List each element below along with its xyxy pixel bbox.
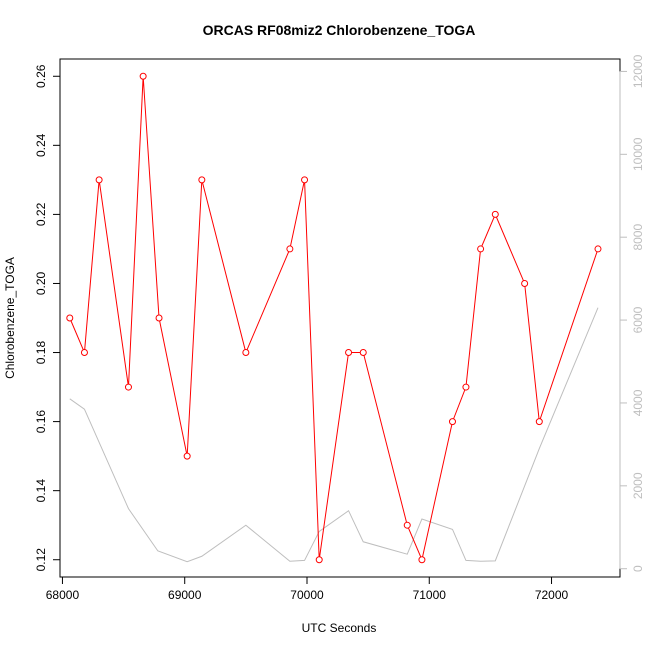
y2-tick-label: 8000 [631,224,645,251]
data-point [242,349,250,357]
data-point [345,349,353,357]
data-point [286,245,294,253]
y-tick-label: 0.24 [34,133,48,157]
y2-tick-label: 2000 [631,472,645,499]
y-axis-left: 0.12 0.14 0.16 0.18 0.20 0.22 0.24 0.26 [34,64,61,572]
y-tick-label: 0.22 [34,202,48,226]
x-tick-label: 72000 [535,588,569,602]
data-point [139,72,147,80]
data-point [315,556,323,564]
y-axis-label: Chlorobenzene_TOGA [3,257,17,379]
data-point [198,176,206,184]
x-axis-label: UTC Seconds [302,621,377,635]
y-tick-label: 0.12 [34,548,48,572]
x-tick-label: 71000 [413,588,447,602]
y2-tick-label: 12000 [631,54,645,88]
y-tick-label: 0.14 [34,479,48,503]
y-tick-label: 0.16 [34,410,48,434]
x-tick-label: 70000 [290,588,324,602]
y2-tick-label: 6000 [631,306,645,333]
y-tick-label: 0.20 [34,271,48,295]
data-point [124,383,132,391]
data-point [491,210,499,218]
data-point [66,314,74,322]
data-point [418,556,426,564]
series-secondary-line [69,307,599,563]
data-point [521,279,529,287]
data-point [359,349,367,357]
data-point [448,418,456,426]
data-point [535,418,543,426]
series-secondary [69,307,599,563]
series-primary [66,72,602,564]
y-axis-right: 0 2000 4000 6000 8000 10000 12000 [619,54,645,572]
data-point [183,452,191,460]
y2-tick-label: 0 [631,565,645,572]
chart-title: ORCAS RF08miz2 Chlorobenzene_TOGA [203,22,476,38]
plot-frame [59,58,621,578]
series-primary-line [69,76,599,562]
data-point [155,314,163,322]
y-tick-label: 0.26 [34,64,48,88]
x-tick-label: 68000 [46,588,80,602]
data-point [403,521,411,529]
data-point [80,349,88,357]
data-point [95,176,103,184]
x-tick-label: 69000 [168,588,202,602]
data-point [594,245,602,253]
y2-tick-label: 10000 [631,137,645,171]
data-point [462,383,470,391]
data-point [477,245,485,253]
x-axis: 68000 69000 70000 71000 72000 [46,576,569,602]
y-tick-label: 0.18 [34,341,48,365]
y2-tick-label: 4000 [631,389,645,416]
data-point [301,176,309,184]
